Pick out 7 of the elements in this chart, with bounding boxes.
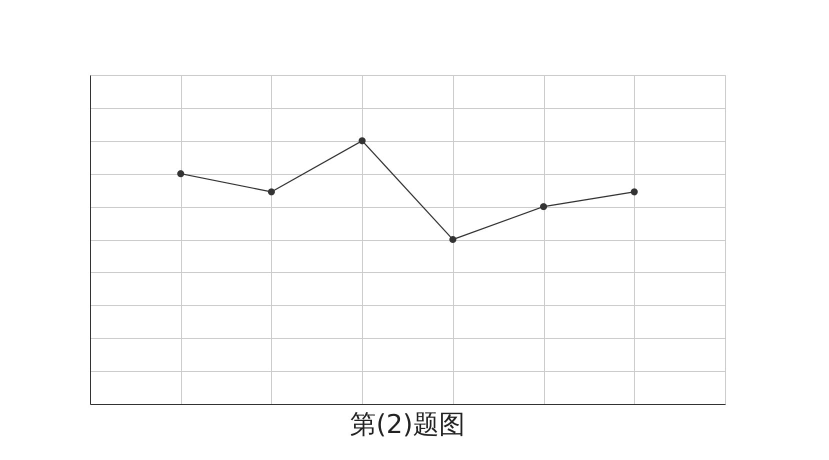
point: [630, 188, 638, 196]
text: 第(2)题图: [350, 410, 465, 440]
point: [268, 188, 275, 196]
point: [540, 203, 548, 210]
point: [358, 137, 366, 144]
point: [449, 236, 456, 244]
point: [177, 170, 184, 178]
